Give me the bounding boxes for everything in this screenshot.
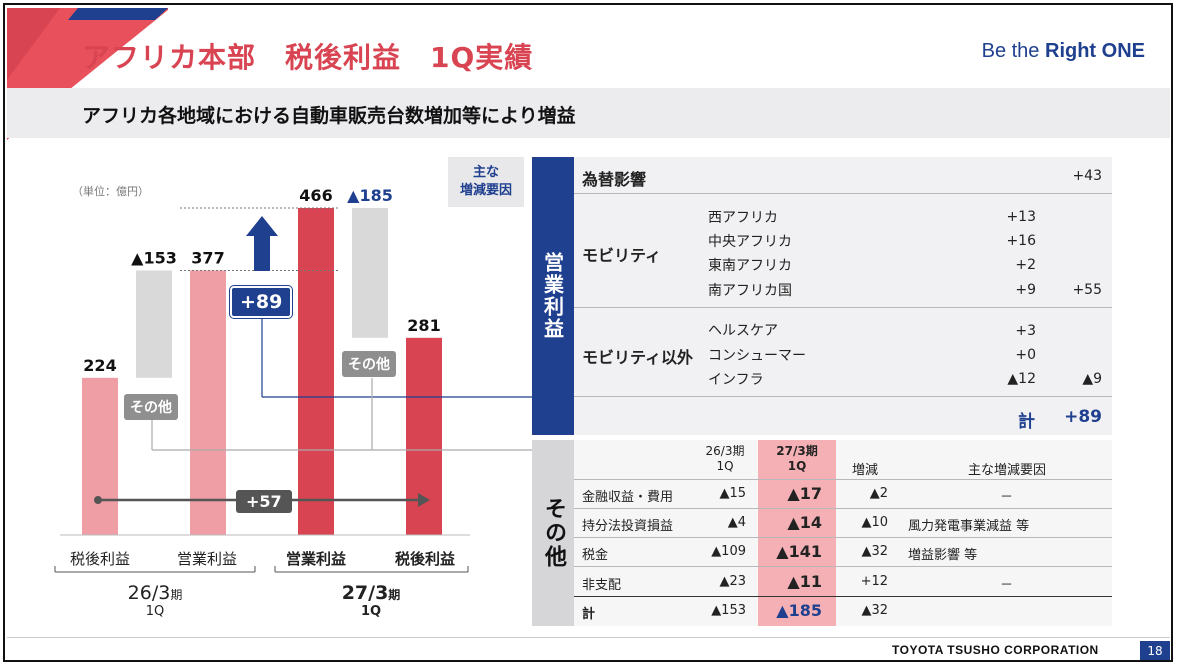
- bar-value-label: ▲153: [131, 248, 177, 267]
- other-table: [574, 440, 1112, 626]
- divider: [574, 479, 1112, 480]
- other-row-diff: ▲10: [861, 515, 888, 530]
- non-mobility-item: インフラ: [708, 372, 764, 388]
- other-row-diff: +12: [860, 574, 888, 589]
- non-mobility-item: ヘルスケア: [708, 323, 778, 339]
- factors-label: 主な 増減要因: [448, 157, 524, 207]
- other-row-prev: ▲23: [719, 574, 746, 589]
- bar-value-label: 224: [83, 356, 116, 375]
- net-arrow-head: [418, 493, 430, 507]
- other-row-diff: ▲32: [861, 544, 888, 559]
- page-number: 18: [1140, 641, 1170, 661]
- bar-4: [298, 208, 334, 535]
- x-label-1: 税後利益: [69, 550, 130, 568]
- divider: [574, 537, 1112, 538]
- mobility-item: 西アフリカ: [708, 210, 778, 226]
- period-prev: 26/3期 1Q: [127, 582, 183, 619]
- non-mobility-total: ▲9: [1082, 371, 1102, 387]
- mobility-total: +55: [1072, 282, 1102, 298]
- other-row-diff: ▲32: [861, 603, 888, 618]
- fx-value: +43: [1072, 168, 1102, 184]
- other-row-reason: －: [1000, 578, 1014, 593]
- divider: [574, 566, 1112, 567]
- other-row-curr: ▲185: [776, 601, 822, 620]
- op-total-label: 計: [1018, 412, 1035, 432]
- other-side-label: その他: [532, 440, 574, 626]
- other-row-name: 税金: [582, 548, 609, 563]
- non-mobility-label: モビリティ以外: [582, 348, 694, 367]
- op-total-value: +89: [1064, 407, 1102, 427]
- mobility-label: モビリティ: [582, 246, 662, 265]
- other-row-prev: ▲15: [719, 486, 746, 501]
- header-reason: 主な増減要因: [968, 463, 1047, 478]
- non-mobility-value: +3: [1015, 323, 1036, 339]
- other-row-reason: 風力発電事業減益 等: [908, 519, 1030, 534]
- other-row-curr: ▲141: [776, 542, 822, 561]
- other-tag-curr: その他: [342, 351, 396, 377]
- subtitle-band: [7, 88, 1170, 138]
- operating-delta-badge: +89: [230, 286, 293, 318]
- current-column-highlight: [758, 440, 836, 626]
- other-row-prev: ▲4: [727, 515, 746, 530]
- mobility-value: +13: [1006, 209, 1036, 225]
- non-mobility-value: ▲12: [1007, 371, 1036, 387]
- other-row-prev: ▲109: [711, 544, 746, 559]
- divider: [574, 508, 1112, 509]
- header: [0, 0, 1178, 82]
- mobility-item: 中央アフリカ: [708, 234, 792, 250]
- mobility-item: 東南アフリカ: [708, 258, 792, 274]
- other-row-name: 非支配: [582, 578, 622, 593]
- mobility-value: +2: [1015, 257, 1036, 273]
- other-row-curr: ▲17: [787, 484, 822, 503]
- increase-arrow: [246, 216, 278, 271]
- net-arrow-start: [94, 496, 102, 504]
- bar-value-label: ▲185: [347, 186, 393, 205]
- x-label-3: 営業利益: [285, 550, 346, 568]
- period-curr: 27/3期 1Q: [341, 582, 401, 619]
- x-label-2: 営業利益: [176, 550, 237, 568]
- other-row-name: 計: [582, 607, 596, 622]
- other-tag-prev: その他: [124, 394, 178, 420]
- net-delta-badge: +57: [236, 490, 292, 513]
- divider: [574, 307, 1112, 308]
- non-mobility-value: +0: [1015, 347, 1036, 363]
- other-row-diff: ▲2: [869, 486, 888, 501]
- other-row-name: 金融収益・費用: [582, 490, 674, 505]
- footer-company: TOYOTA TSUSHO CORPORATION: [892, 643, 1099, 657]
- slide-frame: [3, 3, 1173, 662]
- header-diff: 増減: [852, 463, 879, 478]
- divider: [574, 193, 1112, 194]
- divider: [574, 396, 1112, 397]
- bar-value-label: 377: [191, 248, 224, 267]
- slide-title: アフリカ本部 税後利益 1Q実績: [82, 41, 534, 74]
- other-row-curr: ▲11: [787, 572, 822, 591]
- divider: [574, 596, 1112, 597]
- bar-2: [136, 270, 172, 378]
- other-row-name: 持分法投資損益: [582, 519, 674, 534]
- mobility-value: +9: [1015, 282, 1036, 298]
- other-row-curr: ▲14: [787, 513, 822, 532]
- operating-side-label: 営業利益: [532, 157, 574, 435]
- operating-table: [574, 157, 1112, 435]
- fx-label: 為替影響: [582, 170, 647, 189]
- bar-3: [190, 270, 226, 535]
- brand-logo: Be the Right ONE: [981, 40, 1145, 62]
- unit-label: （単位：億円）: [72, 185, 149, 198]
- bar-value-label: 281: [407, 316, 440, 335]
- mobility-value: +16: [1006, 233, 1036, 249]
- other-row-prev: ▲153: [711, 603, 746, 618]
- non-mobility-item: コンシューマー: [708, 348, 806, 364]
- footer-line: [7, 637, 1170, 638]
- waterfall-chart: 224 ▲153 377 466 ▲185 281: [54, 186, 532, 573]
- bar-value-label: 466: [299, 186, 332, 205]
- header-curr: 27/3期 1Q: [776, 444, 818, 473]
- other-row-reason: －: [1000, 490, 1014, 505]
- x-label-4: 税後利益: [394, 550, 455, 568]
- header-prev: 26/3期 1Q: [705, 444, 745, 473]
- other-row-reason: 増益影響 等: [908, 548, 978, 563]
- mobility-item: 南アフリカ国: [708, 283, 792, 299]
- bar-5: [352, 208, 388, 338]
- bar-1: [82, 377, 118, 535]
- subtitle: アフリカ各地域における自動車販売台数増加等により増益: [82, 105, 576, 127]
